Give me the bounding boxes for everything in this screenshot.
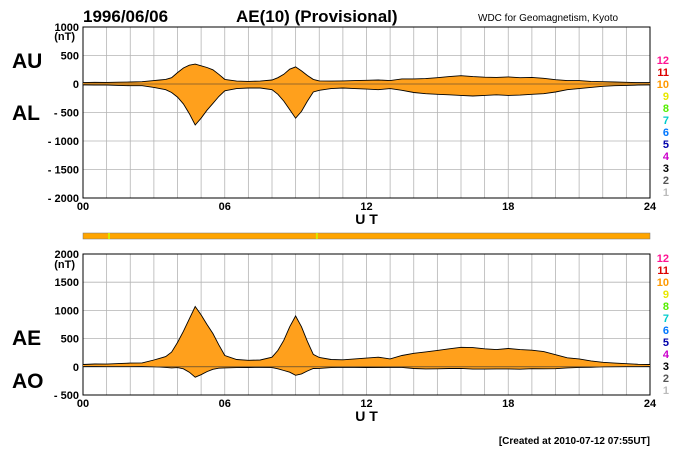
station-count-label: 11 — [657, 67, 669, 79]
y-tick-label: 0 — [73, 79, 79, 91]
source-label: WDC for Geomagnetism, Kyoto — [478, 13, 618, 24]
plot-frame — [82, 253, 651, 396]
y-tick-label: 500 — [61, 334, 79, 346]
plot-frame — [82, 26, 651, 199]
ae-ao-panel: 2000 1500 1000 500 0 - 500 (nT) 00 06 12 18 24 U T AE… — [12, 249, 657, 424]
series-line-au — [82, 63, 650, 84]
x-tick-label: 24 — [644, 201, 657, 213]
station-count-label: 3 — [663, 361, 669, 373]
station-count-label: 10 — [657, 79, 669, 91]
y-tick-label: 2000 — [55, 249, 79, 261]
station-count-label: 8 — [663, 103, 669, 115]
y-tick-label: - 2000 — [48, 193, 79, 205]
series-band-fill — [83, 306, 650, 378]
x-tick-label: 06 — [219, 398, 231, 410]
station-count-label: 12 — [657, 253, 669, 265]
x-axis-label: U T — [355, 211, 378, 227]
date-label: 1996/06/06 — [83, 7, 168, 26]
station-count-label: 2 — [663, 175, 669, 187]
y-tick-label: - 500 — [54, 108, 79, 120]
station-count-label: 1 — [663, 187, 669, 199]
y-unit-label: (nT) — [54, 31, 75, 43]
created-timestamp: [Created at 2010-07-12 07:55UT] — [499, 436, 650, 447]
x-tick-label: 18 — [502, 398, 514, 410]
station-count-label: 6 — [663, 325, 669, 337]
x-tick-label: 12 — [360, 398, 372, 410]
series-line-ae — [82, 305, 651, 365]
series-label-au: AU — [12, 50, 42, 73]
station-count-label: 6 — [663, 127, 669, 139]
station-count-label: 1 — [663, 385, 669, 397]
station-count-label: 5 — [663, 139, 669, 151]
x-tick-label: 06 — [219, 201, 231, 213]
station-count-label: 8 — [663, 301, 669, 313]
y-tick-label: 1500 — [55, 277, 79, 289]
station-count-label: 9 — [663, 91, 669, 103]
y-tick-label: 500 — [61, 51, 79, 63]
series-label-ao: AO — [12, 370, 44, 393]
x-tick-label: 18 — [502, 201, 514, 213]
y-tick-label: - 1500 — [48, 165, 79, 177]
series-label-al: AL — [12, 102, 40, 125]
y-tick-label: - 1000 — [48, 136, 79, 148]
station-count-label: 4 — [663, 151, 670, 163]
x-axis-label: U T — [355, 408, 378, 424]
y-unit-label: (nT) — [54, 259, 75, 271]
x-tick-label: 12 — [360, 201, 372, 213]
page-title: AE(10) (Provisional) — [236, 7, 398, 26]
station-count-label: 3 — [663, 163, 669, 175]
y-tick-label: 1000 — [55, 22, 79, 34]
x-tick-label: 24 — [644, 398, 657, 410]
station-count-label: 5 — [663, 337, 669, 349]
station-count-label: 4 — [663, 349, 670, 361]
station-bar-fill — [82, 232, 651, 240]
y-tick-label: 0 — [73, 362, 79, 374]
station-bar-marker — [107, 233, 110, 239]
station-count-label: 12 — [657, 55, 669, 67]
au-al-panel: 1000 500 0 - 500 - 1000 - 1500 - 2000 (nT) 00 06 1… — [12, 22, 657, 227]
series-label-ae: AE — [12, 327, 41, 350]
station-bar-marker — [315, 233, 318, 239]
station-count-label: 10 — [657, 277, 669, 289]
series-band-fill — [83, 64, 650, 125]
y-tick-label: - 500 — [54, 390, 79, 402]
station-count-label: 7 — [663, 115, 669, 127]
station-count-label: 9 — [663, 289, 669, 301]
x-tick-label: 00 — [77, 201, 89, 213]
series-line-al — [82, 84, 651, 126]
station-count-label: 2 — [663, 373, 669, 385]
y-tick-label: 1000 — [55, 305, 79, 317]
x-tick-label: 00 — [77, 398, 89, 410]
station-count-label: 7 — [663, 313, 669, 325]
station-count-label: 11 — [657, 265, 669, 277]
series-line-ao — [83, 366, 651, 378]
station-count-bar — [82, 232, 651, 240]
